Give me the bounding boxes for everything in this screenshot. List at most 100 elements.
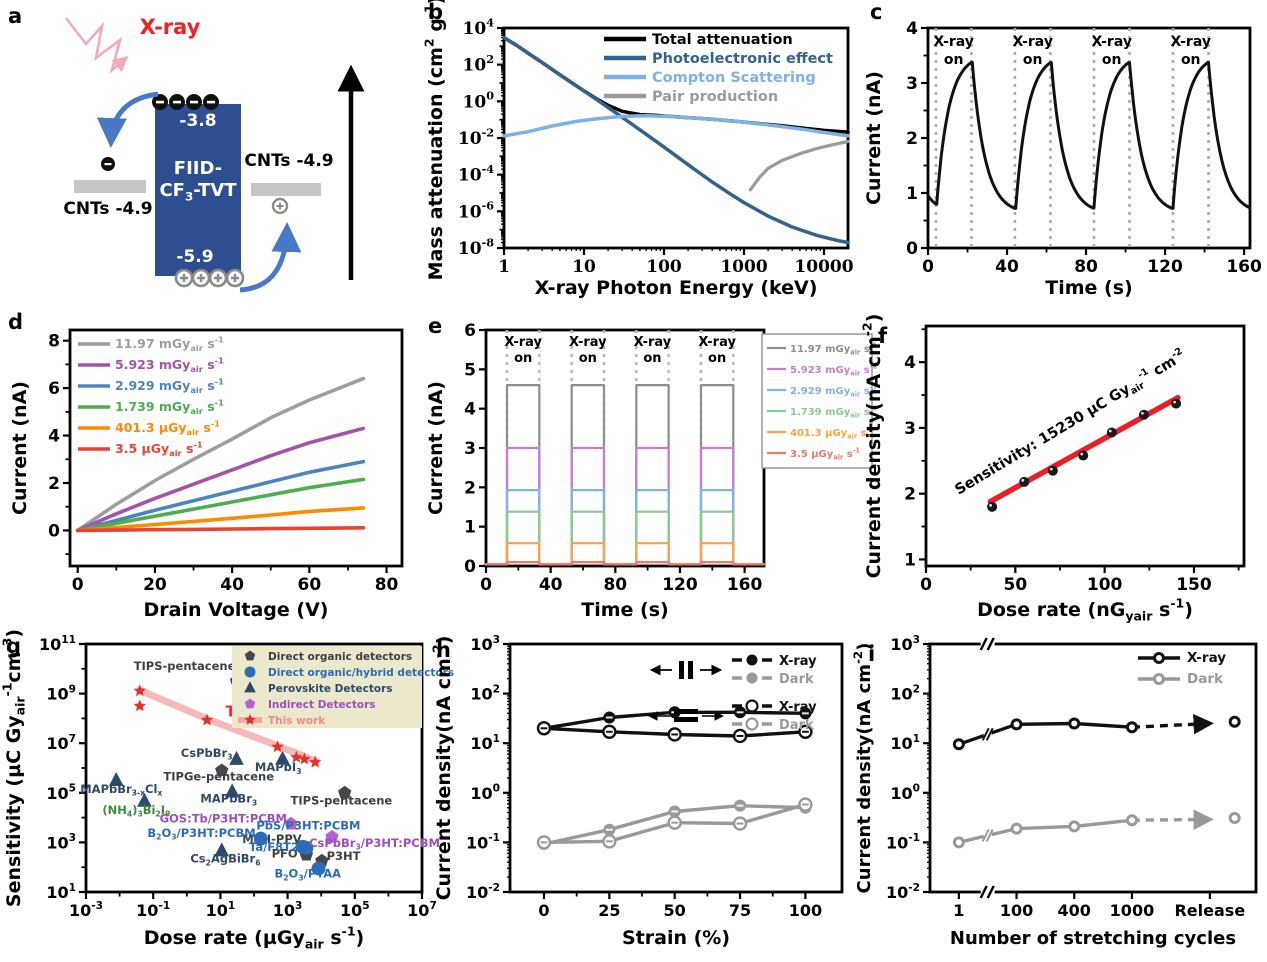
- strain-response-chart: 0 25 50 75 100 10-2 10-1 100 101 102 103 Strain (%)…: [429, 634, 844, 949]
- panel-g: g 10-3 10-1 101 103 105 107 101 103 105 107 109 101…: [0, 629, 454, 958]
- svg-text:on: on: [1102, 52, 1122, 68]
- legend-3.5 µGy_{air} s^{-1}: 3.5 µGyair s-1: [115, 439, 203, 458]
- energy-band-diagram: X-ray -3.8 FIID-CF3-TVT -5.9 CNTs -4.9 CNTs -…: [63, 15, 365, 293]
- svg-text:Drain Voltage (V): Drain Voltage (V): [144, 599, 329, 621]
- svg-text:Current (nA): Current (nA): [425, 381, 447, 515]
- legend-box: [761, 333, 873, 469]
- legend-Total attenuation: Total attenuation: [652, 32, 793, 48]
- legend-5.923 mGy_{air} s^{-1}: 5.923 mGyair s-1: [115, 355, 224, 374]
- svg-text:4: 4: [48, 427, 60, 447]
- svg-text:3: 3: [464, 439, 476, 459]
- legend-This work: This work: [268, 715, 326, 727]
- svg-text:103: 103: [46, 832, 76, 852]
- svg-text:103: 103: [890, 634, 920, 654]
- semiconductor-box: [155, 104, 241, 276]
- panel-f: f 0 50 100 150 1 2 3 4 Dose rate (nGyair s-1) Cur…: [859, 312, 1262, 630]
- svg-text:Current density(nA cm-2): Current density(nA cm-2): [859, 314, 885, 579]
- point-label: (NH4)3Bi2I9: [102, 803, 170, 819]
- data-point: [1106, 427, 1117, 438]
- panel-a: a X-ray -3.8 FIID- CF3-TVT -5.9 CNTs -4.9 CNTs…: [8, 4, 412, 302]
- svg-text:0: 0: [920, 575, 932, 595]
- point-label: MAPbI3: [255, 760, 302, 776]
- svg-text:on: on: [514, 351, 532, 366]
- point-label: P3HT: [327, 849, 361, 863]
- point-This work: [133, 684, 146, 697]
- legend-X-ray: X-ray: [1187, 650, 1226, 666]
- left-electrode-label: CNTs -4.9: [63, 199, 152, 219]
- svg-text:0: 0: [48, 521, 60, 541]
- legend-401.3 µGy_{air} s^{-1}: 401.3 µGyair s-1: [790, 426, 874, 441]
- legend-Perovskite Detectors: Perovskite Detectors: [268, 683, 393, 695]
- svg-text:100: 100: [470, 783, 500, 803]
- svg-text:Time (s): Time (s): [1045, 277, 1132, 299]
- svg-text:8: 8: [48, 332, 60, 352]
- point-This work: [309, 755, 322, 768]
- point-label: TIPGe-pentacene: [163, 769, 274, 783]
- xray-on-label: X-ray: [634, 335, 672, 350]
- point-label: CsPbBr3/P3HT:PCBM: [309, 836, 440, 852]
- panel-b: b 1 10 100 1000 10000 10-8 10-6 10-4 10-2 100 102 1…: [421, 0, 860, 308]
- axis-break: [979, 885, 988, 899]
- dose-rate-pulses-chart: 0 40 80 120 160 0 1 2 3 4 5 6 Time (s) Current (nA) X-…: [425, 321, 877, 621]
- svg-text:60: 60: [298, 575, 322, 595]
- xray-on-label: X-ray: [1091, 34, 1132, 50]
- svg-text:50: 50: [1003, 575, 1027, 595]
- series-2.929 mGy_{air} s^{-1}: [75, 459, 366, 533]
- data-point: [1019, 476, 1030, 487]
- point-MAPbBr_{3-x}Cl_{x}: [108, 772, 124, 786]
- axis-break: [979, 637, 988, 651]
- iv-curves-chart: 0 20 40 60 80 0 2 4 6 8 Drain Voltage (V) Current (…: [9, 328, 404, 621]
- svg-text:40: 40: [539, 575, 563, 595]
- point-TIPS-pentacene: [338, 785, 352, 799]
- series-11.97 mGy_{air} s^{-1}: [484, 384, 766, 566]
- point-This work: [298, 752, 311, 765]
- panel-letter-e: e: [428, 314, 443, 338]
- series-5.923 mGy_{air} s^{-1}: [75, 426, 366, 533]
- point-Direct organic/hybrid detectors: [299, 840, 314, 855]
- point-label: PbS/P3HT:PCBM: [256, 819, 360, 833]
- svg-text:40: 40: [995, 257, 1019, 277]
- point-Cs_{2}AgBiBr_{6}: [214, 842, 230, 857]
- legend-5.923 mGy_{air} s^{-1}: 5.923 mGyair s-1: [790, 363, 877, 378]
- legend-Dark: Dark: [779, 718, 814, 733]
- svg-text:Dose rate (nGyair s-1): Dose rate (nGyair s-1): [977, 595, 1193, 623]
- xray-on-label: X-ray: [1170, 34, 1211, 50]
- legend-Direct organic/hybrid detectors: Direct organic/hybrid detectors: [268, 667, 454, 679]
- point-B_{2}O_{3}/PTAA: [311, 861, 326, 876]
- svg-text:101: 101: [890, 733, 920, 753]
- svg-text:101: 101: [46, 882, 76, 902]
- homo-level: -5.9: [176, 247, 213, 267]
- svg-text:10-2: 10-2: [458, 125, 494, 149]
- svg-text:10-2: 10-2: [466, 882, 500, 902]
- point-label: B2O3/P3HT:PCBM: [147, 826, 255, 842]
- point-TIPGe-pentacene: [215, 763, 229, 777]
- svg-text:1: 1: [464, 518, 476, 538]
- svg-text:150: 150: [1176, 575, 1212, 595]
- legend-Dark: Dark: [1187, 671, 1224, 687]
- panel-h: h 0 25 50 75 100 10-2 10-1 100 101 102 103 Strain (…: [429, 632, 854, 958]
- series-3.5 µGy_{air} s^{-1}: [484, 561, 766, 566]
- xray-on-label: X-ray: [1012, 34, 1053, 50]
- data-point: [1047, 465, 1058, 476]
- legend-11.97 mGy_{air} s^{-1}: 11.97 mGyair s-1: [790, 342, 877, 357]
- point-B_{2}O_{3}/P3HT:PCBM: [253, 831, 268, 846]
- svg-text:100: 100: [789, 901, 822, 920]
- svg-text:on: on: [708, 351, 726, 366]
- svg-text:6: 6: [464, 321, 476, 341]
- svg-text:107: 107: [46, 733, 76, 753]
- svg-text:103: 103: [273, 900, 303, 920]
- svg-text:5: 5: [464, 360, 476, 380]
- svg-text:80: 80: [375, 575, 399, 595]
- point-GOS:Tb/P3HT:PCBM: [284, 816, 298, 830]
- svg-text:4: 4: [906, 19, 918, 39]
- series-3.5 µGy_{air} s^{-1}: [75, 526, 366, 533]
- point-This work: [200, 713, 214, 726]
- sensitivity-fit-chart: 0 50 100 150 1 2 3 4 Dose rate (nGyair s-1) Curre…: [859, 314, 1246, 624]
- panel-letter-f: f: [878, 324, 888, 348]
- electron-transfer-arrow: [96, 91, 159, 148]
- svg-text:10-3: 10-3: [69, 900, 103, 920]
- panel-letter-b: b: [428, 0, 444, 24]
- svg-text:75: 75: [729, 901, 751, 920]
- svg-text:105: 105: [340, 900, 370, 920]
